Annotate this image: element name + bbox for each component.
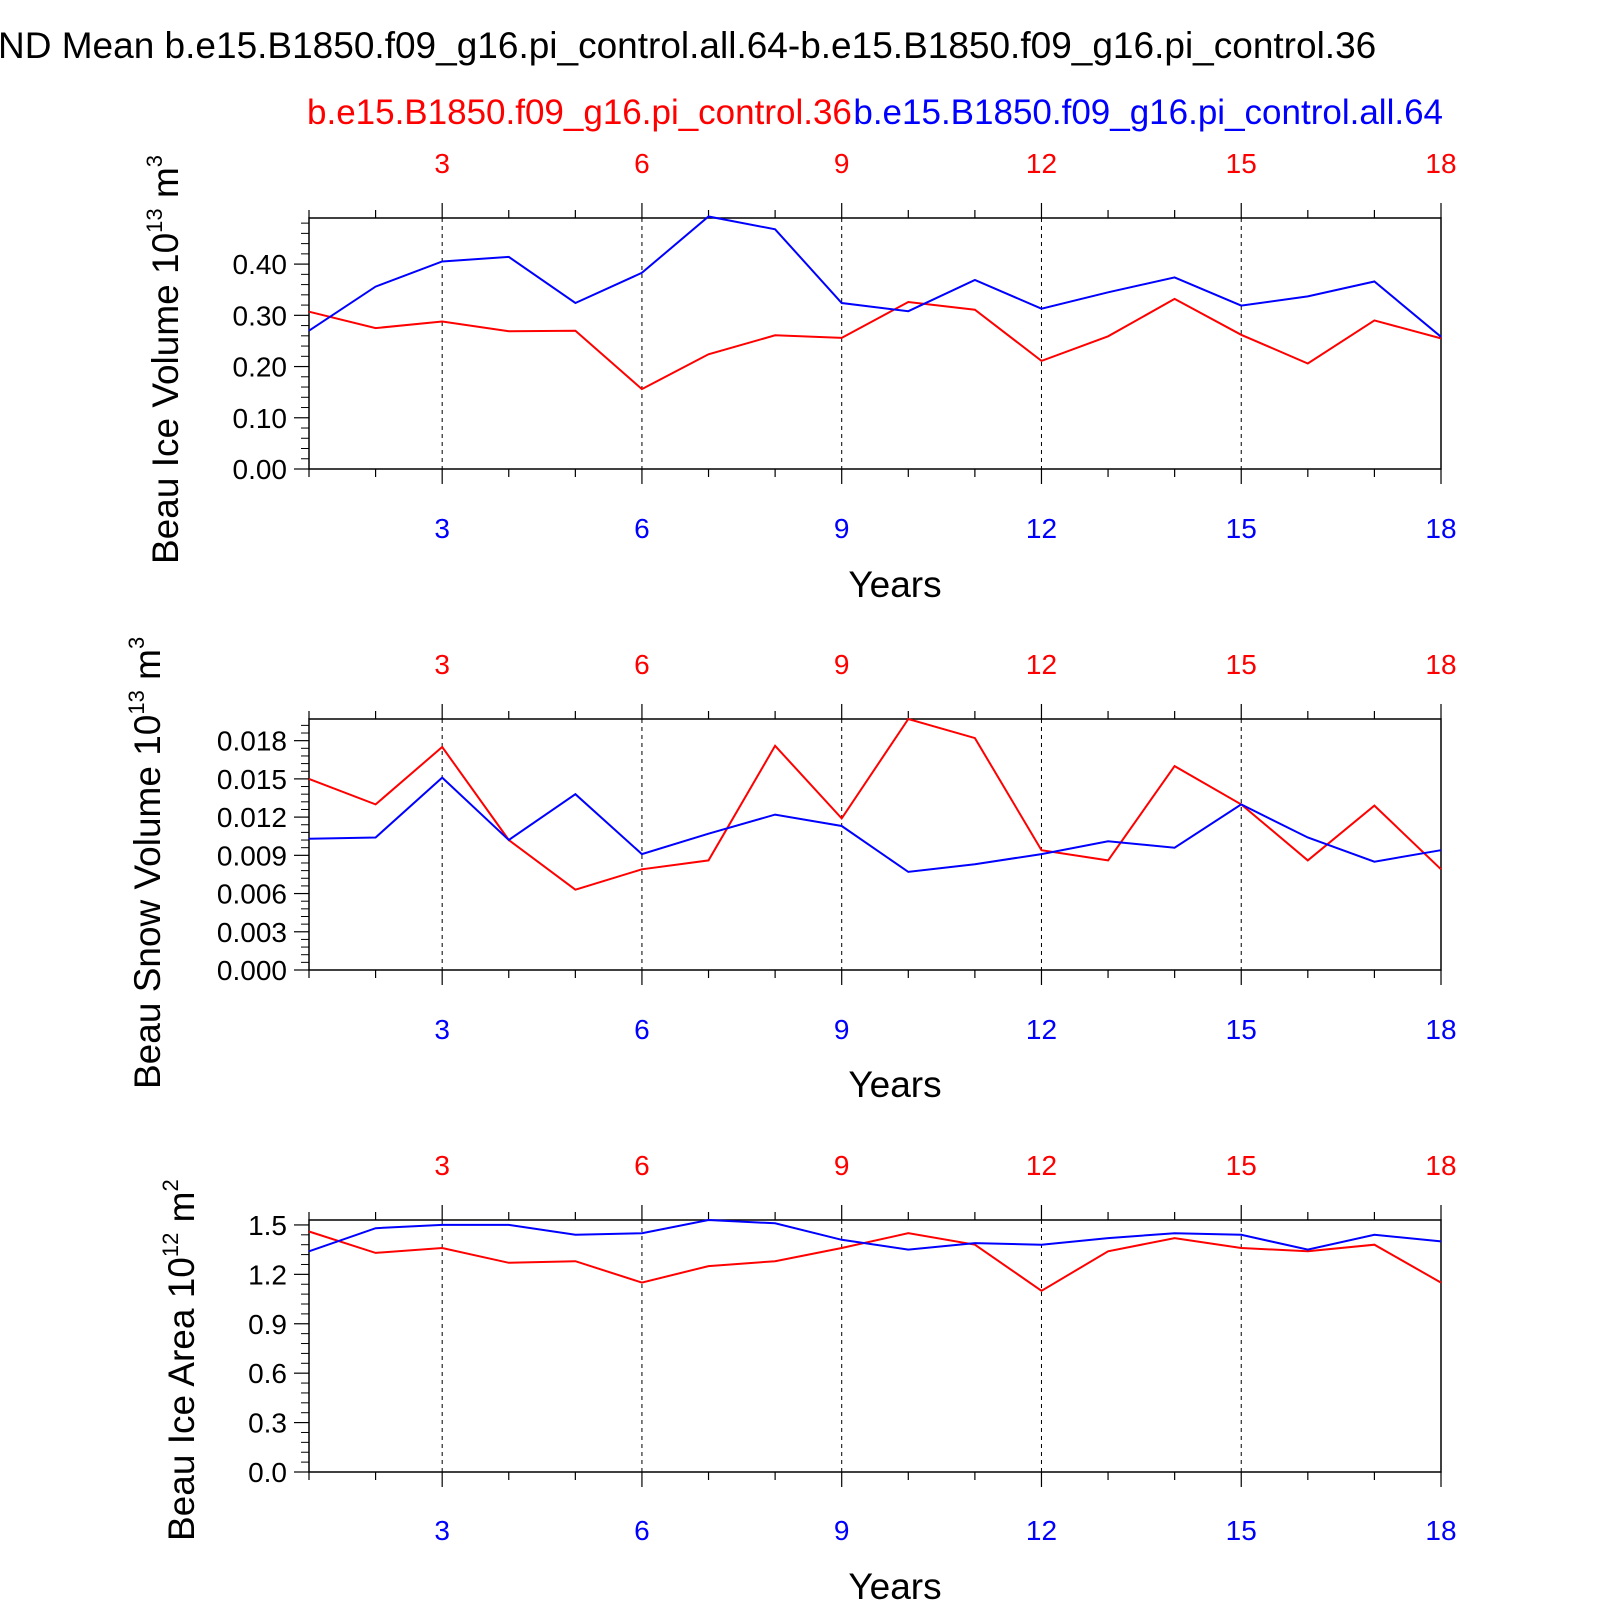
x-tick-label-top: 6 bbox=[634, 649, 650, 680]
y-tick-label: 0.6 bbox=[248, 1358, 287, 1389]
y-tick-label: 0.006 bbox=[217, 879, 287, 910]
x-tick-label-bottom: 6 bbox=[634, 1515, 650, 1546]
x-tick-label-top: 9 bbox=[834, 148, 850, 179]
x-tick-label-top: 12 bbox=[1026, 148, 1057, 179]
y-axis-label-part-3: 13 bbox=[124, 690, 149, 714]
y-tick-label: 0.009 bbox=[217, 840, 287, 871]
x-tick-label-bottom: 12 bbox=[1026, 1014, 1057, 1045]
y-axis-label-part-1: Beau Ice Volume bbox=[145, 284, 186, 564]
x-tick-label-bottom: 3 bbox=[434, 1014, 450, 1045]
y-tick-label: 0.3 bbox=[248, 1408, 287, 1439]
x-tick-label-bottom: 12 bbox=[1026, 513, 1057, 544]
chart-panel-2: 3 3 6 6 9 9 12 12 15 15 18 18 0.000 0.003 0.006 0.009 0.… bbox=[124, 637, 1457, 1105]
x-tick-label-bottom: 12 bbox=[1026, 1515, 1057, 1546]
blue-series-line bbox=[308, 215, 1442, 338]
red-series-line bbox=[308, 717, 1442, 891]
y-axis-label-part-3: 13 bbox=[142, 208, 167, 232]
x-tick-label-top: 9 bbox=[834, 1150, 850, 1181]
y-tick-label: 0.018 bbox=[217, 726, 287, 757]
y-tick-label: 0.003 bbox=[217, 917, 287, 948]
x-tick-label-top: 3 bbox=[434, 148, 450, 179]
y-axis-label-part-5: 3 bbox=[124, 637, 149, 649]
y-tick-label: 0.012 bbox=[217, 802, 287, 833]
x-tick-label-top: 18 bbox=[1425, 649, 1456, 680]
x-tick-label-bottom: 6 bbox=[634, 1014, 650, 1045]
y-axis-label-part-4: m bbox=[127, 649, 168, 690]
y-axis-label-part-4: m bbox=[145, 167, 186, 208]
y-tick-label: 0.10 bbox=[233, 403, 288, 434]
x-tick-label-bottom: 3 bbox=[434, 513, 450, 544]
y-axis-label-part-4: m bbox=[161, 1192, 202, 1233]
x-axis-label: Years bbox=[848, 1566, 941, 1600]
y-tick-label: 0.00 bbox=[233, 454, 288, 485]
chart-panel-1: 3 3 6 6 9 9 12 12 15 15 18 18 0.00 0.10 0.20 0.30 0.40 Ye… bbox=[142, 148, 1457, 605]
y-axis-label-part-2: 10 bbox=[145, 233, 186, 284]
x-tick-label-bottom: 15 bbox=[1226, 1515, 1257, 1546]
x-tick-label-top: 12 bbox=[1026, 1150, 1057, 1181]
y-axis-label-part-2: 10 bbox=[161, 1257, 202, 1308]
y-tick-label: 0.40 bbox=[233, 249, 288, 280]
y-tick-label: 0.9 bbox=[248, 1309, 287, 1340]
x-tick-label-bottom: 18 bbox=[1425, 513, 1456, 544]
plot-frame bbox=[308, 1219, 1442, 1473]
x-tick-label-bottom: 9 bbox=[834, 513, 850, 544]
y-axis-label: Beau Snow Volume 1013 m3 bbox=[124, 637, 168, 1089]
x-tick-label-bottom: 15 bbox=[1226, 513, 1257, 544]
y-tick-label: 0.20 bbox=[233, 352, 288, 383]
x-tick-label-bottom: 18 bbox=[1425, 1515, 1456, 1546]
x-tick-label-top: 12 bbox=[1026, 649, 1057, 680]
x-tick-label-bottom: 18 bbox=[1425, 1014, 1456, 1045]
y-axis-label: Beau Ice Area 1012 m2 bbox=[158, 1179, 202, 1541]
blue-series-line bbox=[308, 1218, 1442, 1253]
x-tick-label-top: 3 bbox=[434, 1150, 450, 1181]
x-tick-label-top: 15 bbox=[1226, 1150, 1257, 1181]
chart-panel-3: 3 3 6 6 9 9 12 12 15 15 18 18 0.0 0.3 0.6 0.9 1.2 1.5 Year… bbox=[158, 1150, 1457, 1600]
x-tick-label-top: 9 bbox=[834, 649, 850, 680]
y-axis-label-part-3: 12 bbox=[158, 1233, 183, 1257]
blue-series-line bbox=[308, 776, 1442, 873]
x-tick-label-top: 6 bbox=[634, 148, 650, 179]
main-title: ND Mean b.e15.B1850.f09_g16.pi_control.a… bbox=[0, 25, 1376, 66]
y-axis-label-part-1: Beau Snow Volume bbox=[127, 766, 168, 1089]
y-tick-label: 0.000 bbox=[217, 955, 287, 986]
y-tick-label: 1.2 bbox=[248, 1259, 287, 1290]
plot-frame bbox=[308, 217, 1442, 470]
x-tick-label-bottom: 9 bbox=[834, 1515, 850, 1546]
header: ND Mean b.e15.B1850.f09_g16.pi_control.a… bbox=[0, 25, 1443, 132]
y-tick-label: 0.30 bbox=[233, 300, 288, 331]
y-tick-label: 1.5 bbox=[248, 1210, 287, 1241]
x-axis-label: Years bbox=[848, 564, 941, 605]
x-tick-label-top: 15 bbox=[1226, 148, 1257, 179]
x-axis-label: Years bbox=[848, 1064, 941, 1105]
y-axis-label-part-5: 3 bbox=[142, 155, 167, 167]
x-tick-label-bottom: 15 bbox=[1226, 1014, 1257, 1045]
y-tick-label: 0.015 bbox=[217, 764, 287, 795]
x-tick-label-bottom: 6 bbox=[634, 513, 650, 544]
legend-blue-series: b.e15.B1850.f09_g16.pi_control.all.64 bbox=[853, 93, 1443, 132]
legend-red-series: b.e15.B1850.f09_g16.pi_control.36 bbox=[307, 93, 852, 132]
y-axis-label-part-5: 2 bbox=[158, 1179, 183, 1191]
y-axis-label-part-1: Beau Ice Area bbox=[161, 1308, 202, 1541]
x-tick-label-bottom: 3 bbox=[434, 1515, 450, 1546]
y-axis-label-part-2: 10 bbox=[127, 715, 168, 766]
x-tick-label-top: 6 bbox=[634, 1150, 650, 1181]
x-tick-label-top: 15 bbox=[1226, 649, 1257, 680]
x-tick-label-top: 18 bbox=[1425, 1150, 1456, 1181]
y-tick-label: 0.0 bbox=[248, 1457, 287, 1488]
x-tick-label-top: 18 bbox=[1425, 148, 1456, 179]
red-series-line bbox=[308, 1230, 1442, 1292]
red-series-line bbox=[308, 297, 1442, 391]
plot-frame bbox=[308, 718, 1442, 971]
x-tick-label-top: 3 bbox=[434, 649, 450, 680]
y-axis-label: Beau Ice Volume 1013 m3 bbox=[142, 155, 186, 564]
chart-panels: 3 3 6 6 9 9 12 12 15 15 18 18 0.00 0.10 0.20 0.30 0.40 Ye… bbox=[124, 148, 1457, 1600]
x-tick-label-bottom: 9 bbox=[834, 1014, 850, 1045]
